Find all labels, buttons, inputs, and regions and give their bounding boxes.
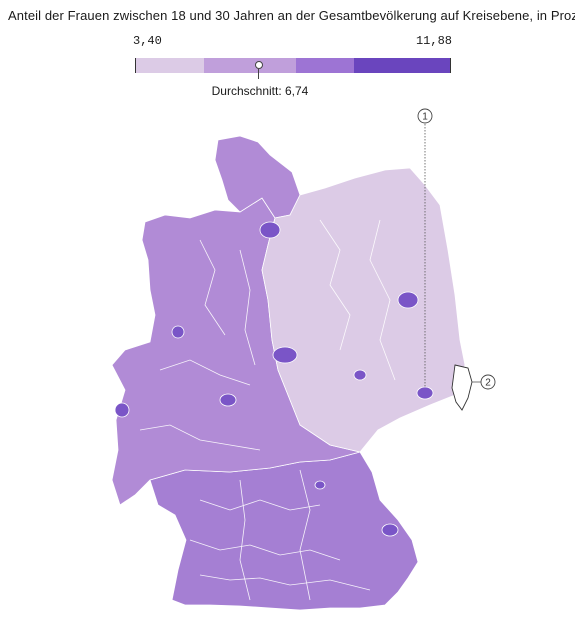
average-tick [258, 69, 259, 79]
legend-class-2 [204, 58, 296, 73]
district-berlin [397, 291, 419, 309]
district-wuerzburg [314, 480, 326, 490]
legend-class-4 [354, 58, 450, 73]
marker-2: 2 [451, 364, 496, 411]
district-leipzig [353, 369, 367, 381]
marker-1: 1 [417, 108, 433, 387]
chart-title: Anteil der Frauen zwischen 18 und 30 Jah… [8, 8, 575, 23]
germany-district-map: 1 2 [111, 108, 496, 611]
district-aachen [114, 402, 130, 418]
average-label: Durchschnitt: 6,74 [211, 84, 309, 98]
legend-max-label: 11,88 [415, 34, 452, 48]
district-goettingen [219, 393, 237, 407]
legend-class-3 [296, 58, 354, 73]
district-dresden [416, 386, 434, 400]
legend-min-label: 3,40 [133, 34, 162, 48]
color-legend: 3,40 11,88 Durchschnitt: 6,74 [0, 34, 575, 104]
district-hamburg [259, 221, 281, 239]
district-regensburg [381, 523, 399, 537]
average-marker [255, 61, 263, 69]
legend-class-1 [136, 58, 204, 73]
legend-color-bar [135, 58, 451, 73]
region-east [261, 167, 466, 453]
district-borders [139, 219, 396, 601]
district-hannover [272, 346, 298, 364]
region-south [149, 451, 419, 611]
district-muenster [171, 325, 185, 339]
marker-1-label: 1 [422, 112, 428, 123]
marker-2-label: 2 [485, 378, 491, 389]
